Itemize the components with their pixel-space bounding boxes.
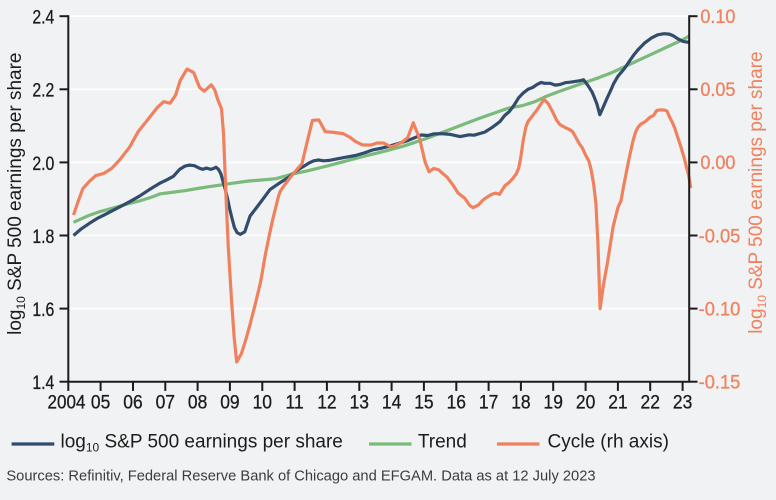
svg-text:08: 08 [188, 391, 207, 413]
svg-text:-0.15: -0.15 [699, 371, 741, 393]
svg-text:1.4: 1.4 [32, 372, 54, 394]
svg-text:07: 07 [156, 391, 175, 413]
svg-text:17: 17 [479, 391, 498, 413]
svg-text:1.6: 1.6 [32, 299, 54, 321]
svg-text:log10 S&P 500 earnings per sha: log10 S&P 500 earnings per share [5, 53, 28, 335]
svg-text:Sources: Refinitiv, Federal Re: Sources: Refinitiv, Federal Reserve Bank… [6, 468, 595, 484]
svg-text:0.10: 0.10 [700, 5, 735, 27]
svg-text:18: 18 [511, 391, 530, 413]
svg-text:Cycle (rh axis): Cycle (rh axis) [548, 431, 669, 452]
svg-text:0.05: 0.05 [700, 79, 735, 101]
svg-text:13: 13 [350, 391, 369, 413]
svg-text:-0.05: -0.05 [699, 225, 741, 247]
svg-text:15: 15 [414, 391, 433, 413]
svg-text:10: 10 [253, 391, 272, 413]
svg-text:2004: 2004 [48, 392, 86, 413]
svg-text:23: 23 [673, 391, 692, 413]
svg-text:19: 19 [544, 391, 563, 413]
svg-text:12: 12 [317, 391, 336, 413]
svg-text:2.0: 2.0 [32, 152, 54, 174]
svg-text:Trend: Trend [418, 431, 467, 452]
svg-text:11: 11 [286, 391, 304, 413]
svg-text:09: 09 [220, 391, 239, 413]
svg-text:16: 16 [447, 391, 466, 413]
svg-text:20: 20 [576, 391, 595, 413]
svg-text:1.8: 1.8 [32, 225, 54, 247]
svg-text:log10 S&P 500 earnings per sha: log10 S&P 500 earnings per share [61, 431, 343, 454]
svg-text:21: 21 [608, 391, 627, 413]
svg-text:-0.10: -0.10 [699, 298, 741, 320]
svg-text:log10 S&P 500 earnings per sha: log10 S&P 500 earnings per share [746, 51, 769, 333]
svg-text:06: 06 [123, 391, 142, 413]
svg-text:22: 22 [641, 391, 660, 413]
svg-text:14: 14 [382, 391, 401, 413]
svg-text:2.4: 2.4 [32, 6, 54, 28]
svg-text:2.2: 2.2 [32, 79, 54, 101]
svg-text:0.00: 0.00 [700, 152, 735, 174]
svg-text:05: 05 [91, 391, 110, 413]
